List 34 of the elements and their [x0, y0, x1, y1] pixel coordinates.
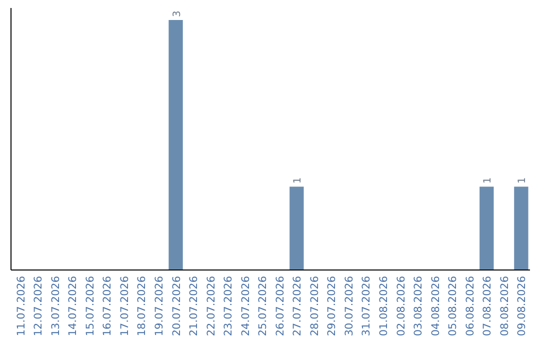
data-label: 3: [172, 10, 183, 17]
x-tick-label: 02.08.2026: [395, 276, 408, 336]
x-tick-label: 21.07.2026: [188, 276, 200, 336]
x-tick-label: 26.07.2026: [274, 276, 286, 336]
x-tick-label: 11.07.2026: [15, 276, 28, 336]
x-tick-label: 18.07.2026: [136, 276, 148, 336]
data-label: 1: [482, 177, 494, 184]
x-tick-label: 20.07.2026: [170, 276, 183, 336]
x-tick-label: 15.07.2026: [84, 276, 96, 336]
x-tick-label: 19.07.2026: [153, 276, 166, 336]
x-tick-label: 23.07.2026: [222, 276, 235, 336]
x-tick-label: 05.08.2026: [447, 276, 460, 336]
x-tick-label: 04.08.2026: [430, 276, 442, 336]
x-tick-label: 12.07.2026: [32, 276, 45, 336]
x-tick-label: 07.08.2026: [482, 276, 494, 336]
x-tick-label: 16.07.2026: [102, 276, 114, 336]
x-tick-label: 29.07.2026: [326, 276, 338, 336]
x-tick-label: 22.07.2026: [205, 276, 218, 336]
x-tick-label: 24.07.2026: [240, 276, 252, 336]
data-label: 1: [517, 177, 528, 184]
x-tick-label: 03.08.2026: [412, 276, 425, 336]
x-tick-label: 25.07.2026: [257, 276, 270, 336]
x-tick-label: 13.07.2026: [50, 276, 62, 336]
x-tick-label: 08.08.2026: [498, 276, 511, 336]
data-label: 1: [292, 177, 304, 184]
x-tick-label: 09.08.2026: [516, 276, 528, 336]
x-tick-label: 01.08.2026: [378, 276, 390, 336]
x-tick-label: 27.07.2026: [292, 276, 304, 336]
x-tick-label: 28.07.2026: [308, 276, 321, 336]
x-tick-label: 31.07.2026: [360, 276, 373, 336]
x-tick-label: 30.07.2026: [343, 276, 356, 336]
x-tick-label: 06.08.2026: [464, 276, 476, 336]
x-tick-label: 17.07.2026: [118, 276, 131, 336]
x-tick-label: 14.07.2026: [67, 276, 80, 336]
